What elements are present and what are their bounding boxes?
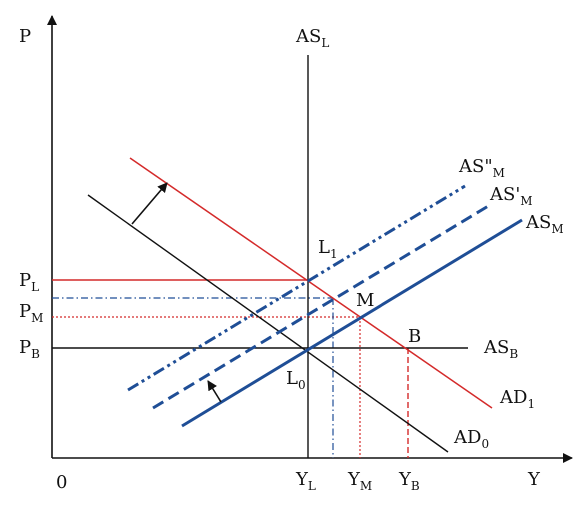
- yl-label: YL: [295, 469, 316, 493]
- as-m-prime-line: [152, 203, 491, 410]
- point-l1-label: L1: [318, 237, 338, 261]
- reference-lines: [52, 279, 409, 458]
- ad0-line: [87, 194, 449, 453]
- ad1-label: AD1: [499, 387, 535, 411]
- point-m-label: M: [356, 290, 374, 311]
- origin-label: 0: [56, 472, 67, 493]
- axes: [47, 15, 573, 463]
- x-axis-label: Y: [527, 469, 541, 490]
- as-m-double-prime-label: AS"M: [458, 156, 505, 180]
- ad0-label: AD0: [453, 427, 489, 451]
- pl-label: PL: [19, 270, 39, 294]
- point-l0-label: L0: [286, 368, 306, 392]
- ad-shift-arrow: [131, 182, 168, 225]
- as-m-double-prime-line: [127, 184, 466, 392]
- pb-label: PB: [19, 337, 40, 361]
- yb-label: YB: [398, 469, 420, 493]
- as-m-line: [181, 218, 523, 428]
- as-m-label: ASM: [525, 212, 564, 236]
- as-m-prime-label: AS'M: [489, 184, 533, 208]
- as-shift-arrow: [207, 380, 222, 403]
- y-axis-label: P: [19, 26, 31, 47]
- ad1-line: [129, 157, 493, 409]
- ym-label: YM: [347, 469, 372, 493]
- as-l-label: ASL: [295, 26, 329, 50]
- as-b-label: ASB: [483, 337, 518, 361]
- point-b-label: B: [408, 326, 421, 347]
- pm-label: PM: [19, 301, 43, 325]
